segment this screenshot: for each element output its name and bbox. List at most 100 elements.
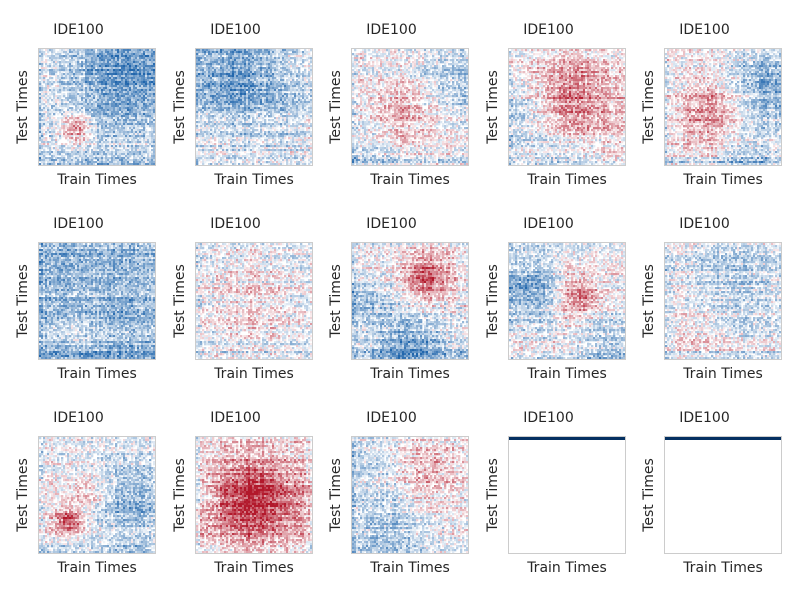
heatmap-cell	[127, 117, 130, 120]
heatmap-cell	[278, 121, 281, 124]
heatmap-cell	[81, 135, 84, 138]
heatmap-cell	[226, 105, 229, 108]
heatmap-cell	[224, 57, 227, 60]
heatmap-cell	[202, 113, 205, 116]
heatmap-cell	[214, 119, 217, 122]
heatmap-cell	[73, 121, 76, 124]
heatmap-cell	[131, 121, 134, 124]
heatmap-cell	[89, 59, 92, 62]
heatmap-cell	[85, 87, 88, 90]
heatmap-cell	[298, 71, 301, 74]
heatmap-cell	[151, 99, 154, 102]
heatmap-cell	[280, 107, 283, 110]
heatmap-cell	[274, 83, 277, 86]
heatmap-cell	[212, 61, 215, 64]
heatmap-cell	[39, 139, 42, 142]
heatmap-cell	[252, 71, 255, 74]
heatmap-cell	[67, 107, 70, 110]
heatmap-cell	[151, 51, 154, 54]
heatmap-cell	[67, 125, 70, 128]
heatmap-cell	[141, 113, 144, 116]
heatmap-cell	[204, 109, 207, 112]
heatmap-cell	[210, 67, 213, 70]
heatmap-cell	[109, 121, 112, 124]
heatmap-cell	[268, 89, 271, 92]
heatmap-cell	[276, 61, 279, 64]
heatmap-cell	[151, 127, 154, 130]
heatmap-cell	[115, 141, 118, 144]
heatmap-cell	[246, 85, 249, 88]
heatmap-cell	[272, 89, 275, 92]
heatmap-cell	[73, 119, 76, 122]
heatmap-cell	[87, 145, 90, 148]
heatmap-cell	[145, 161, 148, 164]
heatmap-cell	[246, 93, 249, 96]
heatmap-cell	[51, 135, 54, 138]
heatmap-cell	[89, 125, 92, 128]
heatmap-cell	[101, 129, 104, 132]
heatmap-cell	[240, 65, 243, 68]
heatmap-cell	[135, 53, 138, 56]
heatmap-cell	[67, 51, 70, 54]
heatmap-cell	[65, 135, 68, 138]
heatmap-cell	[121, 61, 124, 64]
heatmap-cell	[59, 109, 62, 112]
heatmap-cell	[145, 65, 148, 68]
heatmap-cell	[97, 125, 100, 128]
heatmap-cell	[139, 145, 142, 148]
heatmap-cell	[117, 121, 120, 124]
heatmap-cell	[59, 87, 62, 90]
heatmap-cell	[248, 73, 251, 76]
heatmap-cell	[306, 99, 309, 102]
heatmap-cell	[276, 101, 279, 104]
heatmap-cell	[286, 61, 289, 64]
heatmap-cell	[284, 89, 287, 92]
heatmap-cell	[55, 135, 58, 138]
heatmap-cell	[242, 109, 245, 112]
heatmap-cell	[87, 127, 90, 130]
heatmap-cell	[141, 119, 144, 122]
heatmap-cell	[93, 85, 96, 88]
heatmap-cell	[43, 99, 46, 102]
heatmap-cell	[240, 59, 243, 62]
heatmap-cell	[71, 153, 74, 156]
heatmap-cell	[53, 69, 56, 72]
heatmap-cell	[240, 83, 243, 86]
heatmap-cell	[242, 67, 245, 70]
heatmap-cell	[65, 51, 68, 54]
heatmap-cell	[149, 53, 152, 56]
heatmap-cell	[107, 111, 110, 114]
heatmap-cell	[137, 105, 140, 108]
heatmap-cell	[95, 51, 98, 54]
heatmap-cell	[224, 51, 227, 54]
heatmap-cell	[200, 103, 203, 106]
heatmap-cell	[107, 103, 110, 106]
heatmap-cell	[123, 131, 126, 134]
heatmap-cell	[250, 79, 253, 82]
heatmap-cell	[135, 141, 138, 144]
heatmap-cell	[306, 51, 309, 54]
heatmap-cell	[59, 147, 62, 150]
heatmap-cell	[214, 67, 217, 70]
heatmap-cell	[65, 55, 68, 58]
heatmap-cell	[214, 81, 217, 84]
heatmap-cell	[139, 85, 142, 88]
heatmap-cell	[109, 117, 112, 120]
heatmap-cell	[204, 53, 207, 56]
heatmap-cell	[278, 115, 281, 118]
heatmap-cell	[196, 97, 199, 100]
heatmap-cell	[85, 153, 88, 156]
heatmap-cell	[147, 163, 150, 165]
heatmap-cell	[290, 79, 293, 82]
heatmap-cell	[218, 53, 221, 56]
heatmap-cell	[266, 61, 269, 64]
heatmap-cell	[121, 141, 124, 144]
heatmap-cell	[129, 57, 132, 60]
heatmap-cell	[308, 99, 311, 102]
heatmap-cell	[95, 125, 98, 128]
heatmap-cell	[43, 133, 46, 136]
heatmap-cell	[260, 121, 263, 124]
heatmap-cell	[153, 101, 155, 104]
heatmap-cell	[69, 125, 72, 128]
heatmap-cell	[304, 85, 307, 88]
